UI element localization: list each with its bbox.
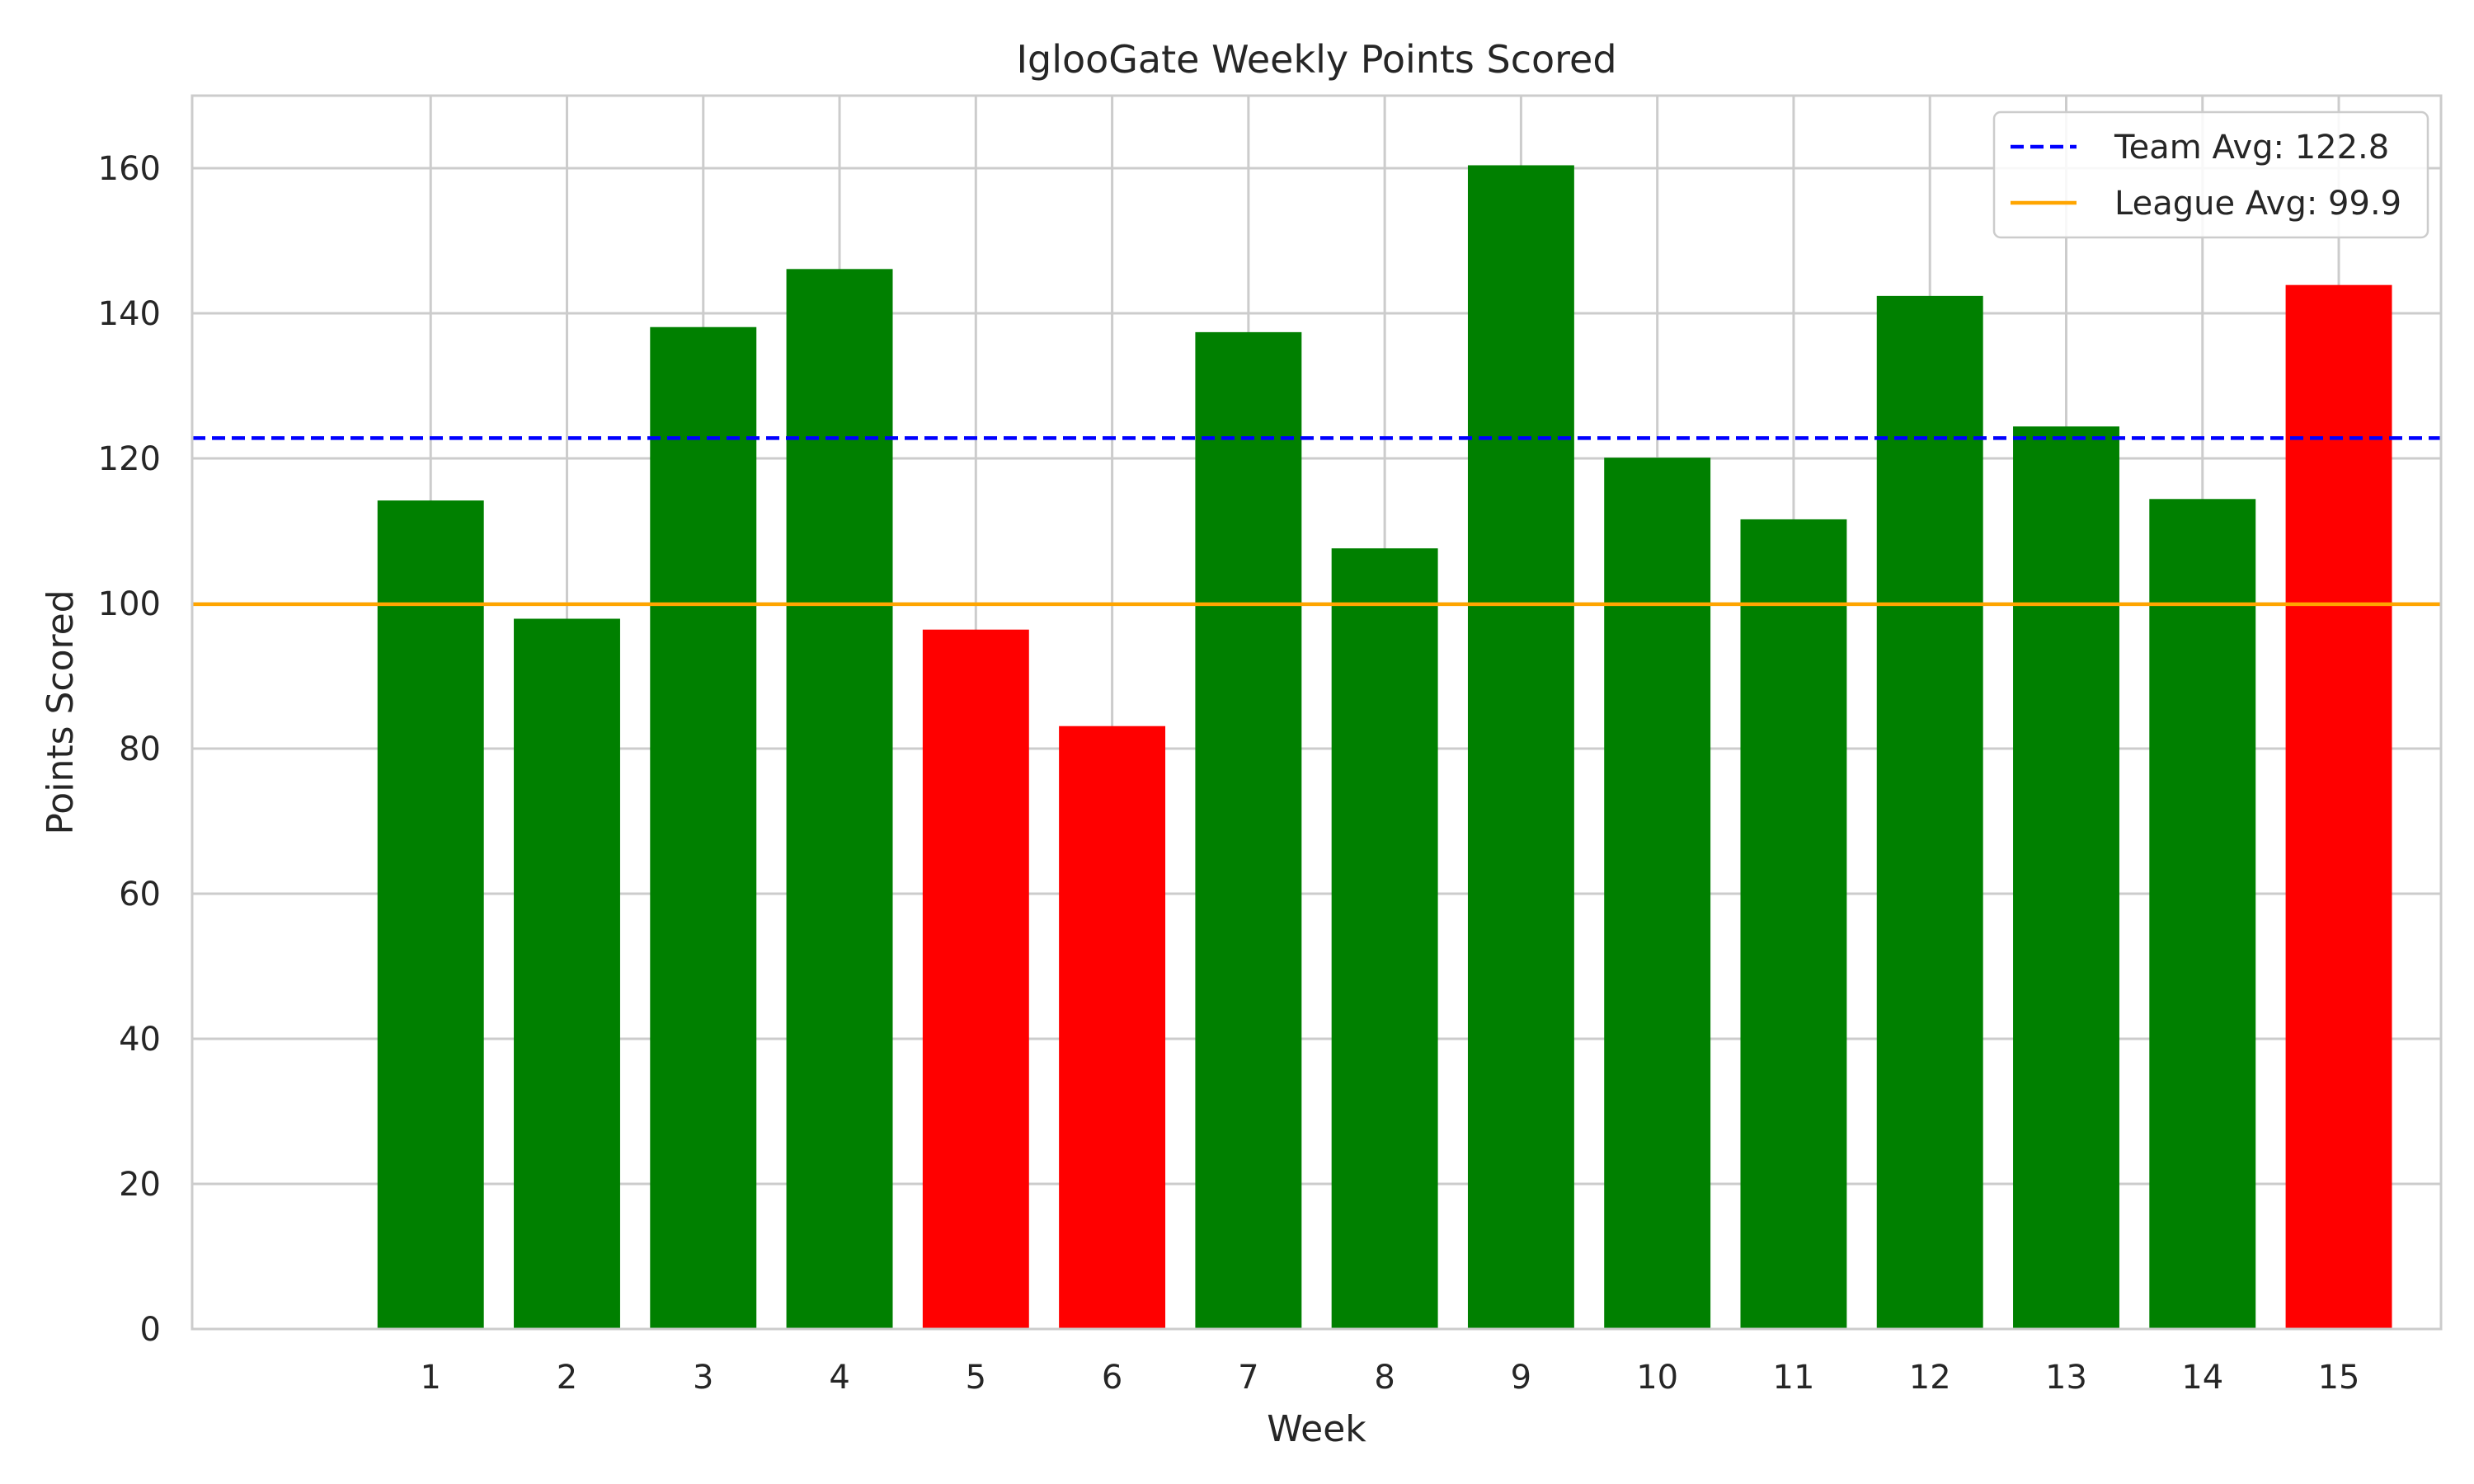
- x-tick-labels: 1 2 3 4 5 6 7 8 9 10 11 12 13 14 15: [421, 1359, 2360, 1397]
- x-tick-label: 5: [966, 1359, 986, 1397]
- x-tick-label: 6: [1102, 1359, 1122, 1397]
- bar-week-15: [2285, 284, 2392, 1330]
- bar-week-8: [1331, 548, 1438, 1329]
- bar-week-10: [1604, 458, 1711, 1329]
- bar-week-2: [514, 618, 620, 1329]
- reference-lines: [192, 436, 2441, 607]
- bar-week-6: [1059, 726, 1166, 1329]
- plot-frame: [190, 94, 2443, 1331]
- x-tick-label: 9: [1511, 1359, 1531, 1397]
- legend-label: League Avg: 99.9: [2114, 185, 2401, 223]
- x-tick-label: 10: [1636, 1359, 1678, 1397]
- bar-week-12: [1876, 295, 1983, 1329]
- y-tick-label: 0: [140, 1311, 161, 1349]
- x-tick-label: 8: [1374, 1359, 1395, 1397]
- legend-label: Team Avg: 122.8: [2114, 129, 2389, 167]
- y-tick-label: 140: [98, 295, 161, 333]
- y-tick-label: 160: [98, 150, 161, 188]
- x-tick-label: 3: [693, 1359, 713, 1397]
- y-tick-label: 40: [119, 1021, 161, 1059]
- bar-week-7: [1195, 331, 1302, 1329]
- x-tick-label: 15: [2318, 1359, 2360, 1397]
- bars: [377, 165, 2392, 1330]
- bar-week-9: [1467, 165, 1574, 1330]
- y-tick-label: 100: [98, 585, 161, 623]
- y-tick-label: 80: [119, 730, 161, 768]
- legend: Team Avg: 122.8 League Avg: 99.9: [1992, 110, 2429, 239]
- bar-week-5: [922, 629, 1029, 1329]
- bar-week-14: [2149, 499, 2256, 1329]
- bar-week-3: [650, 326, 757, 1330]
- x-tick-label: 12: [1909, 1359, 1951, 1397]
- x-tick-label: 2: [557, 1359, 577, 1397]
- y-tick-label: 20: [119, 1166, 161, 1204]
- y-tick-label: 60: [119, 876, 161, 913]
- x-tick-label: 11: [1773, 1359, 1815, 1397]
- bar-week-1: [377, 500, 484, 1329]
- bar-week-4: [786, 269, 893, 1329]
- y-axis-label: Points Scored: [40, 589, 82, 834]
- x-tick-label: 1: [421, 1359, 441, 1397]
- y-tick-label: 120: [98, 440, 161, 478]
- bar-week-13: [2013, 426, 2119, 1329]
- bar-week-11: [1740, 519, 1847, 1329]
- x-tick-label: 7: [1238, 1359, 1258, 1397]
- legend-box: [1992, 110, 2429, 239]
- y-tick-labels: 0 20 40 60 80 100 120 140 160: [98, 150, 161, 1349]
- chart-title: IglooGate Weekly Points Scored: [1016, 37, 1616, 82]
- x-axis-label: Week: [1267, 1408, 1366, 1450]
- x-tick-label: 13: [2045, 1359, 2087, 1397]
- x-tick-label: 4: [829, 1359, 849, 1397]
- x-tick-label: 14: [2181, 1359, 2223, 1397]
